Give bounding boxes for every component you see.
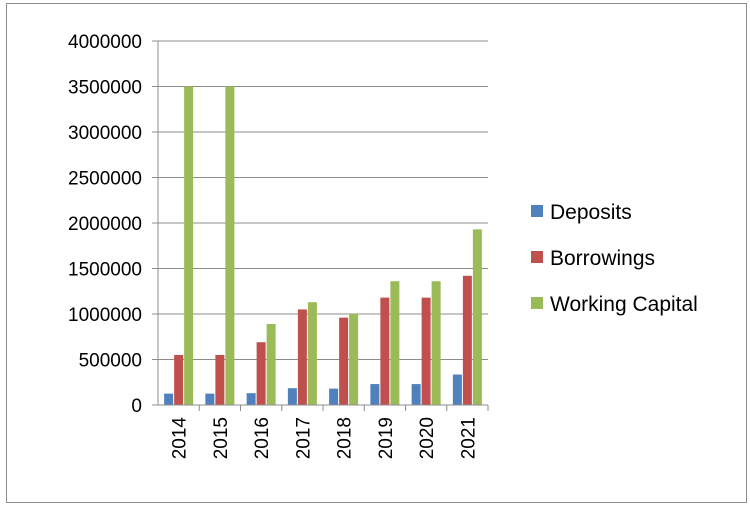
y-tick-label: 1500000 bbox=[68, 260, 142, 281]
y-tick-label: 3000000 bbox=[68, 123, 142, 144]
x-tick-label: 2018 bbox=[335, 417, 356, 459]
x-tick-label: 2019 bbox=[376, 417, 397, 459]
legend-swatch-working-capital bbox=[531, 297, 543, 309]
y-tick-label: 4000000 bbox=[68, 32, 142, 53]
bar-working-capital-2021 bbox=[472, 229, 482, 405]
x-tick-label: 2017 bbox=[293, 417, 314, 459]
bar-chart: 0 500000 1000000 1500000 2000000 2500000 30000… bbox=[68, 32, 698, 460]
bar-working-capital-2017 bbox=[307, 302, 317, 405]
legend-label: Working Capital bbox=[550, 293, 698, 316]
bar-borrowings-2017 bbox=[297, 309, 307, 405]
y-tick-label: 500000 bbox=[79, 351, 142, 372]
bar-deposits-2019 bbox=[370, 384, 380, 405]
bar-deposits-2021 bbox=[452, 374, 462, 405]
legend-swatch-borrowings bbox=[531, 251, 543, 263]
bar-borrowings-2015 bbox=[215, 354, 225, 405]
bar-working-capital-2018 bbox=[349, 314, 359, 405]
bar-deposits-2017 bbox=[287, 388, 297, 405]
bar-working-capital-2015 bbox=[225, 86, 235, 405]
bar-borrowings-2014 bbox=[174, 354, 184, 405]
bar-working-capital-2019 bbox=[390, 281, 400, 405]
bar-borrowings-2019 bbox=[380, 297, 390, 405]
bar-borrowings-2021 bbox=[462, 275, 472, 405]
legend-label: Borrowings bbox=[550, 247, 655, 270]
y-tick-label: 2500000 bbox=[68, 169, 142, 190]
bar-deposits-2016 bbox=[246, 393, 256, 405]
x-tick-label: 2016 bbox=[252, 417, 273, 459]
y-tick-label: 0 bbox=[131, 396, 142, 417]
legend-label: Deposits bbox=[550, 201, 632, 224]
gridlines bbox=[158, 40, 488, 360]
x-tick-label: 2015 bbox=[211, 417, 232, 459]
bar-borrowings-2016 bbox=[256, 342, 266, 405]
chart-frame: 0 500000 1000000 1500000 2000000 2500000 30000… bbox=[6, 3, 747, 503]
bar-deposits-2014 bbox=[164, 393, 174, 405]
bar-deposits-2018 bbox=[329, 388, 339, 405]
bar-deposits-2020 bbox=[411, 384, 421, 405]
bar-working-capital-2016 bbox=[266, 324, 276, 405]
legend-swatch-deposits bbox=[531, 205, 543, 217]
y-tick-label: 3500000 bbox=[68, 78, 142, 99]
bar-deposits-2015 bbox=[205, 393, 215, 405]
bar-borrowings-2018 bbox=[339, 317, 349, 405]
x-tick-label: 2014 bbox=[170, 417, 191, 460]
legend: Deposits Borrowings Working Capital bbox=[531, 201, 698, 316]
bar-working-capital-2020 bbox=[431, 281, 441, 405]
x-tick-label: 2020 bbox=[417, 417, 438, 459]
axes bbox=[152, 40, 489, 411]
bar-working-capital-2014 bbox=[184, 86, 194, 405]
y-tick-label: 2000000 bbox=[68, 214, 142, 235]
bar-borrowings-2020 bbox=[421, 297, 431, 405]
y-tick-labels: 0 500000 1000000 1500000 2000000 2500000 30000… bbox=[68, 32, 142, 417]
y-tick-label: 1000000 bbox=[68, 305, 142, 326]
x-tick-labels: 2014 2015 2016 2017 2018 2019 2020 2021 bbox=[170, 417, 480, 460]
x-tick-label: 2021 bbox=[458, 417, 479, 459]
bars bbox=[164, 86, 482, 405]
